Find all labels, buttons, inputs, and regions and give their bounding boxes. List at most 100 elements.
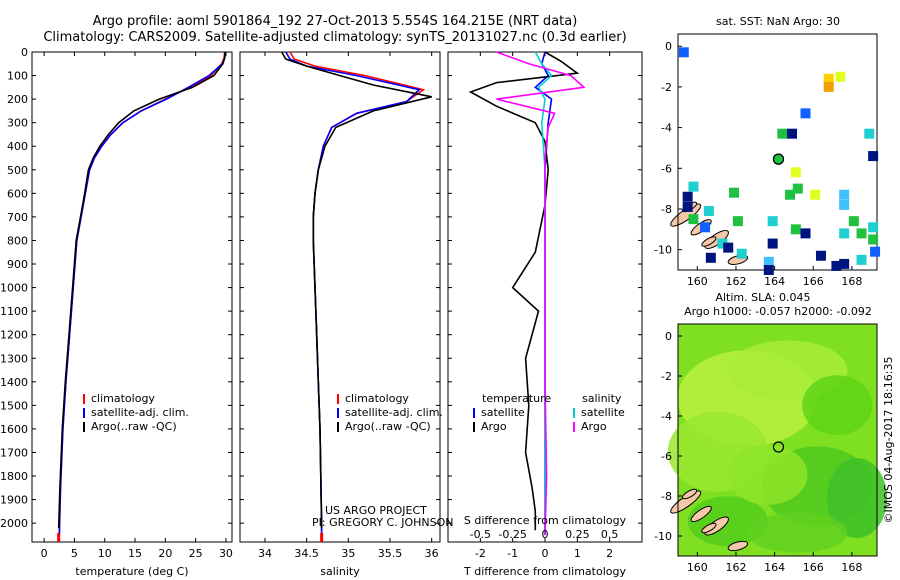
xtick-s-label-2: 0: [542, 528, 549, 541]
sst-point-2: [823, 81, 834, 92]
ytick-label-800: 800: [7, 234, 28, 247]
map-ytick-label-sst_map--10: -10: [654, 244, 672, 257]
xtick-label-temperature-30: 30: [219, 547, 233, 560]
panel-salinity-frame: [239, 51, 441, 543]
sst-point-29: [868, 222, 879, 233]
ytick-label-1000: 1000: [0, 282, 28, 295]
sst-point-3: [835, 71, 846, 82]
sst-point-24: [848, 216, 859, 227]
xtick-s-label-4: 0.5: [601, 528, 619, 541]
sla-title-line1: Altim. SLA: 0.045: [715, 291, 810, 304]
xlabel-top-differences: S difference from climatology: [464, 514, 627, 527]
island-shape: [701, 236, 717, 247]
sla-field: [667, 324, 888, 556]
ytick-label-1500: 1500: [0, 399, 28, 412]
sst-point-35: [767, 238, 778, 249]
sst-point-36: [763, 256, 774, 267]
ytick-label-1900: 1900: [0, 494, 28, 507]
sst-point-18: [703, 206, 714, 216]
ytick-label-1100: 1100: [0, 305, 28, 318]
map-ytick-label-sst_map-0: 0: [665, 40, 672, 53]
map-ytick-label-sst_map--8: -8: [661, 203, 672, 216]
sst-point-17: [682, 201, 693, 212]
xtick-label-salinity-36: 36: [425, 547, 439, 560]
xlabel-temperature: temperature (deg C): [75, 565, 188, 578]
xlabel-salinity: salinity: [320, 565, 360, 578]
legend-salinity-label-climatology: climatology: [345, 392, 409, 405]
ytick-label-1200: 1200: [0, 329, 28, 342]
ytick-label-900: 900: [7, 258, 28, 271]
xtick-label-salinity-34: 34: [258, 547, 272, 560]
series-differences-s-argo: [496, 51, 586, 535]
sst-point-16: [839, 189, 850, 200]
credit-project: US ARGO PROJECT: [325, 504, 427, 517]
sla-blob: [802, 375, 873, 436]
xtick-label-salinity-34.5: 34.5: [294, 547, 319, 560]
xtick-label-temperature-10: 10: [98, 547, 112, 560]
series-temperature-argo: [57, 51, 227, 528]
sst-point-39: [831, 260, 842, 271]
map-xtick-label-sla_map-164: 164: [764, 561, 785, 574]
map-frame-sla_map: [677, 323, 878, 557]
sst-point-11: [682, 191, 693, 202]
map-xtick-label-sla_map-166: 166: [803, 561, 824, 574]
sst-point-22: [767, 216, 778, 227]
map-xtick-label-sst_map-160: 160: [687, 275, 708, 288]
credit-pi: PI: GREGORY C. JOHNSON: [312, 516, 453, 529]
xtick-s-label-3: 0.25: [565, 528, 590, 541]
ytick-label-400: 400: [7, 140, 28, 153]
map-xtick-label-sst_map-164: 164: [764, 275, 785, 288]
sst-point-33: [723, 242, 734, 253]
figure-title-line1: Argo profile: aoml 5901864_192 27-Oct-20…: [92, 14, 578, 29]
ytick-label-600: 600: [7, 187, 28, 200]
sst-map-title: sat. SST: NaN Argo: 30: [716, 15, 840, 28]
legend-temperature-label-climatology: climatology: [91, 392, 155, 405]
legend-salinity-label-argo: Argo(..raw -QC): [345, 420, 431, 433]
xtick-label-temperature-0: 0: [41, 547, 48, 560]
sla-blob: [727, 444, 808, 505]
sst-point-34: [736, 248, 747, 259]
ytick-label-1700: 1700: [0, 446, 28, 459]
xlabel-differences: T difference from climatology: [463, 565, 626, 578]
sst-point-1: [823, 73, 834, 84]
xtick-label-temperature-20: 20: [158, 547, 172, 560]
panel-temperature-frame: [31, 51, 233, 543]
sst-point-26: [800, 228, 811, 239]
map-ytick-label-sst_map--2: -2: [661, 81, 672, 94]
sst-point-19: [688, 214, 699, 225]
ytick-label-1800: 1800: [0, 470, 28, 483]
xtick-s-label-1: -0.25: [498, 528, 526, 541]
xtick-label-differences--2: -2: [475, 547, 486, 560]
ytick-label-700: 700: [7, 211, 28, 224]
ytick-label-1300: 1300: [0, 352, 28, 365]
sst-point-5: [777, 128, 788, 139]
map-ytick-label-sla_map--6: -6: [661, 450, 672, 463]
map-ytick-label-sla_map--2: -2: [661, 370, 672, 383]
ytick-label-2000: 2000: [0, 517, 28, 530]
map-xtick-label-sst_map-168: 168: [841, 275, 862, 288]
sst-point-25: [790, 224, 801, 235]
figure-title-line2: Climatology: CARS2009. Satellite-adjuste…: [43, 30, 627, 45]
legend-diff-label-t-argo: Argo: [481, 420, 507, 433]
xtick-label-differences-2: 2: [606, 547, 613, 560]
sla-title-line2: Argo h1000: -0.057 h2000: -0.092: [684, 305, 872, 318]
sst-point-20: [700, 222, 711, 233]
xtick-label-differences-1: 1: [574, 547, 581, 560]
xtick-label-salinity-35.5: 35.5: [378, 547, 403, 560]
sst-point-40: [839, 258, 850, 269]
sst-point-27: [839, 228, 850, 239]
sst-point-21: [732, 216, 743, 227]
map-ytick-label-sla_map--8: -8: [661, 490, 672, 503]
legend-temperature-label-satellite: satellite-adj. clim.: [91, 406, 189, 419]
island-shape: [682, 488, 698, 500]
xtick-label-salinity-35: 35: [341, 547, 355, 560]
legend-temperature-label-argo: Argo(..raw -QC): [91, 420, 177, 433]
xtick-label-differences--1: -1: [507, 547, 518, 560]
map-ytick-label-sla_map--10: -10: [654, 530, 672, 543]
map-xtick-label-sla_map-162: 162: [725, 561, 746, 574]
xtick-label-temperature-5: 5: [71, 547, 78, 560]
series-salinity-argo: [281, 51, 432, 528]
ytick-label-300: 300: [7, 117, 28, 130]
sst-point-6: [786, 128, 797, 139]
